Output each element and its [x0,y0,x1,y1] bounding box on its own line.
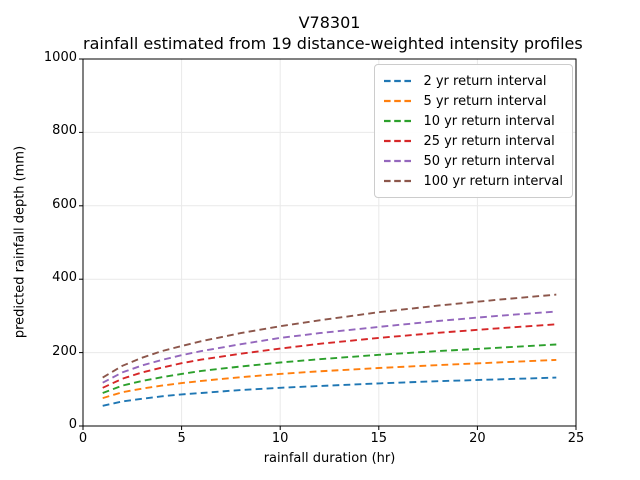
x-axis-label: rainfall duration (hr) [263,451,396,466]
legend-label: 5 yr return interval [423,93,547,109]
y-tick-label: 1000 [43,50,77,65]
legend-item: 25 yr return interval [384,131,563,151]
y-tick-label: 800 [52,123,77,139]
legend-label: 100 yr return interval [423,173,563,189]
x-tick-label: 10 [271,431,289,446]
legend-item: 100 yr return interval [384,171,563,191]
legend-item: 5 yr return interval [384,91,563,111]
legend-label: 10 yr return interval [423,113,555,129]
series-line-25-yr-return-interval [102,323,557,389]
y-axis-label: predicted rainfall depth (mm) [12,145,28,339]
series-line-50-yr-return-interval [102,310,557,384]
legend-label: 50 yr return interval [423,153,555,169]
legend: 2 yr return interval 5 yr return interval… [374,64,573,198]
y-tick-label: 0 [68,417,77,432]
legend-item: 50 yr return interval [384,151,563,171]
legend-line-sample-icon [384,159,415,163]
tick-marks [79,58,577,430]
legend-line-sample-icon [384,179,415,183]
x-tick-label: 25 [567,431,585,446]
x-tick-label: 5 [177,431,186,446]
y-tick-label: 600 [52,196,77,212]
series-line-2-yr-return-interval [102,376,557,407]
x-tick-label: 15 [370,431,388,446]
series-line-10-yr-return-interval [102,343,557,394]
legend-label: 2 yr return interval [423,73,547,89]
series-line-100-yr-return-interval [102,293,557,379]
legend-line-sample-icon [384,119,415,123]
legend-line-sample-icon [384,79,415,83]
legend-item: 10 yr return interval [384,111,563,131]
chart-title-line1: V78301 [298,13,361,32]
y-tick-label: 400 [52,270,77,286]
chart-title: V78301 rainfall estimated from 19 distan… [83,12,583,54]
legend-line-sample-icon [384,139,415,143]
x-tick-label: 0 [78,431,88,446]
legend-line-sample-icon [384,99,415,103]
legend-label: 25 yr return interval [423,133,555,149]
axes-frame [82,58,577,427]
chart-title-line2: rainfall estimated from 19 distance-weig… [83,34,583,53]
legend-item: 2 yr return interval [384,71,563,91]
x-tick-label: 20 [469,431,486,446]
y-tick-label: 200 [52,343,77,359]
